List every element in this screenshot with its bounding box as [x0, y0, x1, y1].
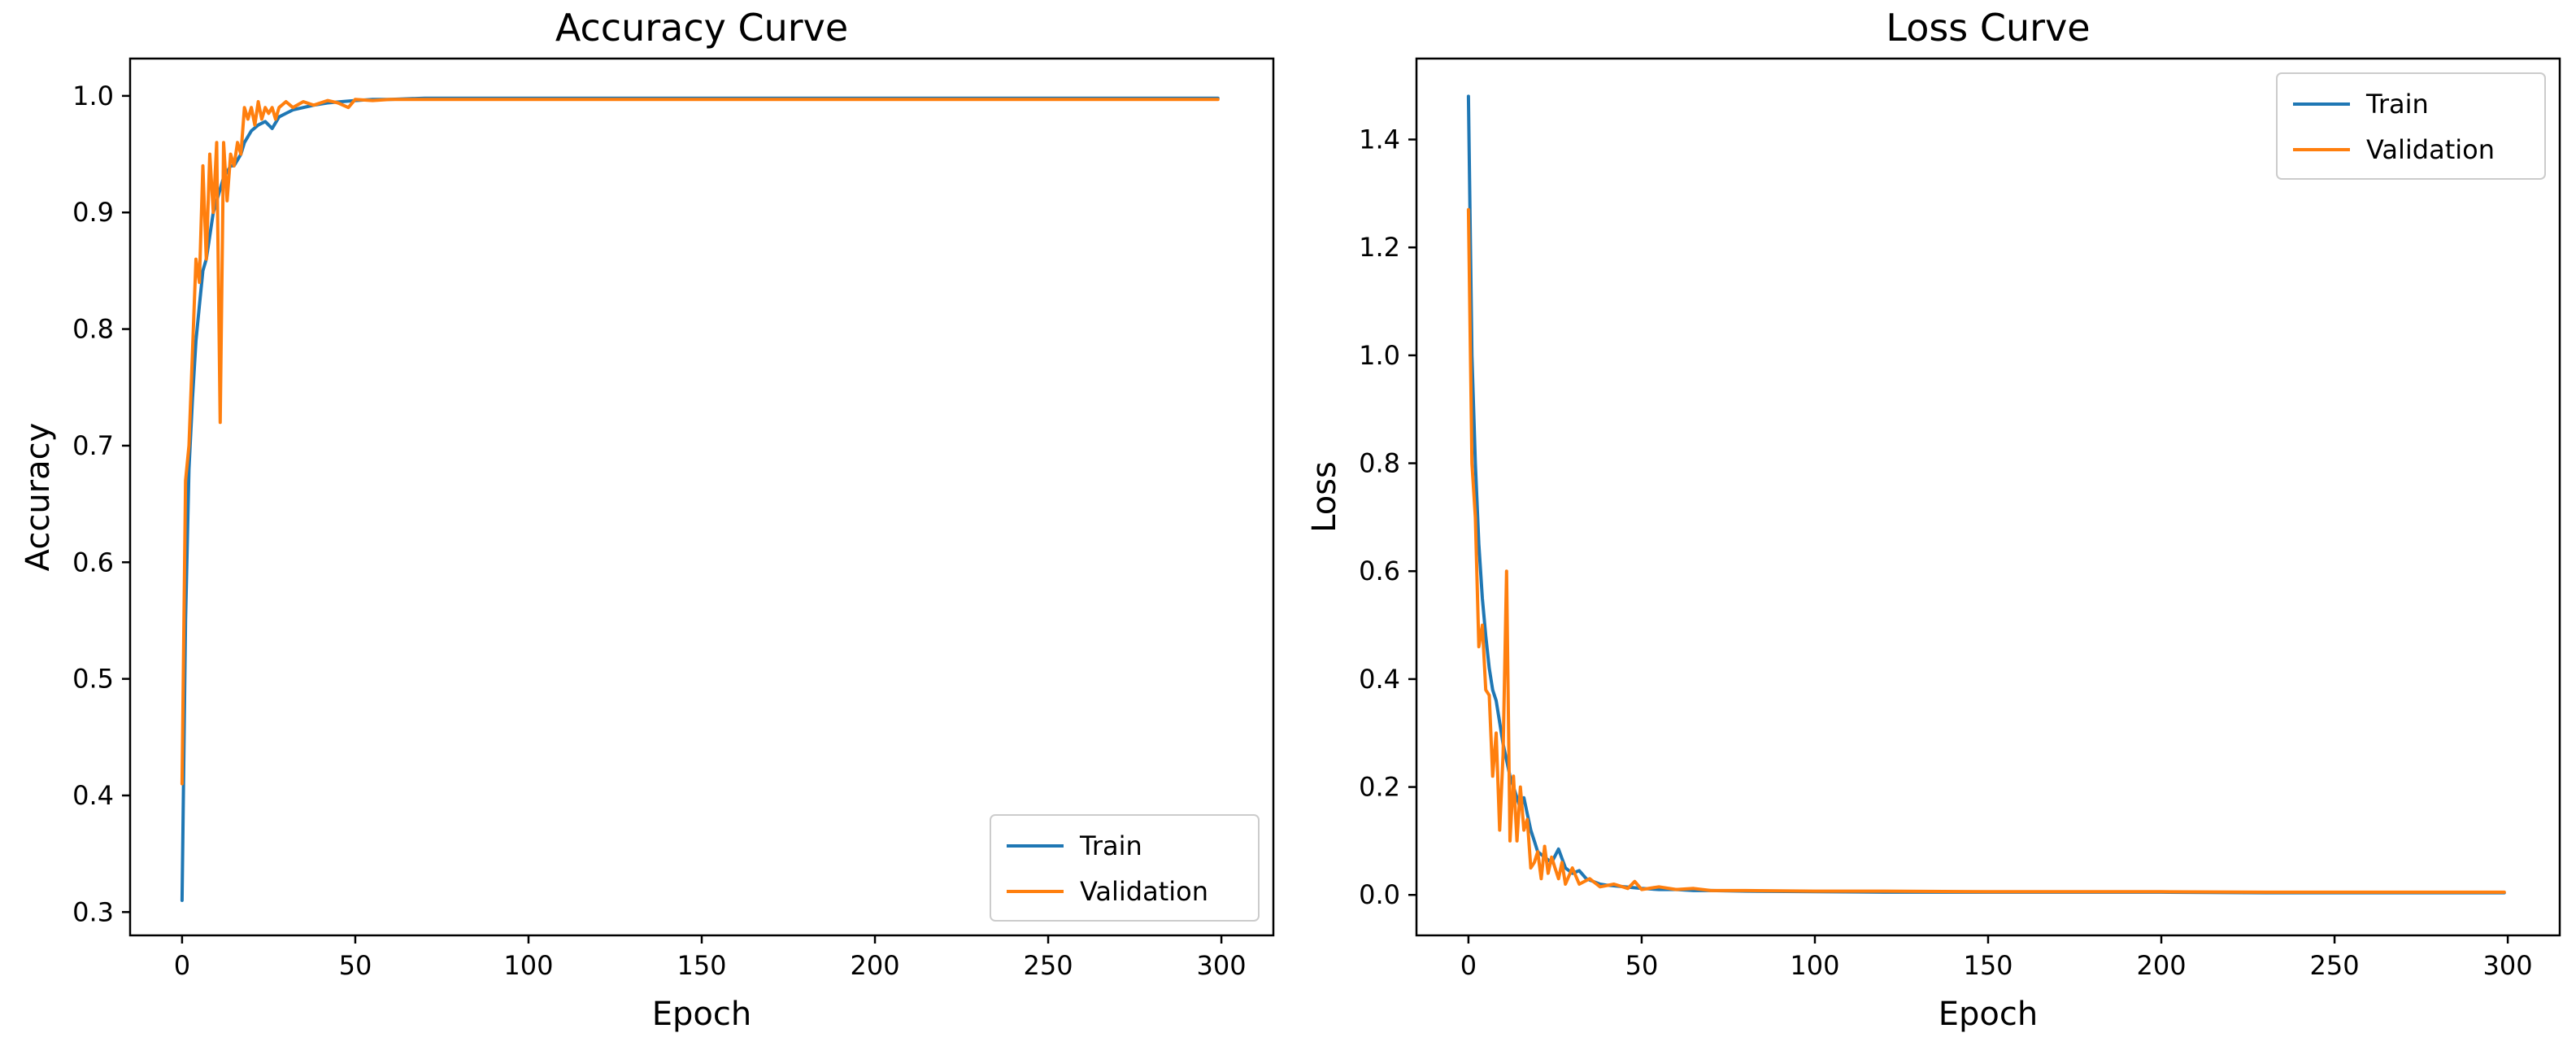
- accuracy-legend: Train Validation: [990, 814, 1260, 922]
- loss-x-tick-label: 250: [2310, 950, 2360, 981]
- accuracy-x-tick-label: 200: [850, 950, 899, 981]
- accuracy-y-tick-label: 1.0: [72, 81, 114, 111]
- loss-y-tick-label: 1.4: [1359, 124, 1400, 155]
- loss-legend-label-train: Train: [2365, 89, 2429, 120]
- accuracy-legend-box: [990, 814, 1260, 922]
- loss-x-tick-label: 300: [2483, 950, 2533, 981]
- loss-legend-label-validation: Validation: [2366, 134, 2495, 165]
- loss-plot-frame: [1415, 57, 2561, 937]
- loss-y-tick-label: 0.8: [1359, 448, 1400, 479]
- accuracy-x-tick-label: 100: [503, 950, 553, 981]
- loss-y-tick-label: 0.4: [1359, 664, 1400, 695]
- loss-x-tick-label: 50: [1625, 950, 1659, 981]
- loss-legend-box: [2276, 72, 2546, 180]
- loss-series-validation-line: [1466, 207, 2506, 894]
- accuracy-y-tick-label: 0.8: [72, 314, 114, 345]
- loss-x-axis-label: Epoch: [1939, 996, 2038, 1033]
- loss-series-train-line: [1466, 94, 2506, 895]
- loss-y-tick-label: 0.0: [1359, 879, 1400, 910]
- accuracy-legend-label-train: Train: [1079, 830, 1142, 861]
- accuracy-x-tick-label: 250: [1024, 950, 1073, 981]
- loss-y-tick-label: 1.0: [1359, 340, 1400, 371]
- accuracy-y-tick-label: 0.4: [72, 780, 114, 811]
- accuracy-legend-label-validation: Validation: [1080, 876, 1208, 907]
- loss-x-tick-label: 100: [1790, 950, 1839, 981]
- loss-y-axis-label: Loss: [1306, 461, 1343, 533]
- loss-x-tick-label: 0: [1460, 950, 1477, 981]
- accuracy-y-tick-label: 0.5: [72, 664, 114, 695]
- accuracy-plot-frame: [128, 57, 1275, 937]
- loss-y-tick-label: 1.2: [1359, 232, 1400, 263]
- loss-x-tick-label: 150: [1963, 950, 2012, 981]
- accuracy-y-tick-label: 0.7: [72, 430, 114, 461]
- loss-y-tick-label: 0.2: [1359, 772, 1400, 803]
- accuracy-x-tick-label: 150: [677, 950, 726, 981]
- loss-x-tick-label: 200: [2136, 950, 2186, 981]
- loss-y-tick-label: 0.6: [1359, 556, 1400, 586]
- accuracy-x-tick-label: 0: [174, 950, 190, 981]
- accuracy-series-train-line: [180, 96, 1220, 902]
- accuracy-y-tick-label: 0.6: [72, 547, 114, 577]
- loss-chart: Loss Curve 0 50 100 150 200 250 300 0.0 0.2 0.4 0.6…: [1306, 6, 2561, 1033]
- accuracy-x-tick-label: 300: [1197, 950, 1247, 981]
- accuracy-x-axis-label: Epoch: [652, 996, 751, 1033]
- loss-legend: Train Validation: [2276, 72, 2546, 180]
- accuracy-series-validation-line: [180, 98, 1220, 786]
- accuracy-y-axis-label: Accuracy: [20, 423, 57, 572]
- accuracy-chart-title: Accuracy Curve: [555, 6, 848, 50]
- accuracy-y-tick-label: 0.3: [72, 896, 114, 927]
- accuracy-y-tick-label: 0.9: [72, 197, 114, 228]
- loss-chart-title: Loss Curve: [1886, 6, 2090, 50]
- accuracy-x-tick-label: 50: [339, 950, 372, 981]
- accuracy-chart: Accuracy Curve 0 50 100 150 200 250 300 0.3 0.4 0.…: [20, 6, 1275, 1033]
